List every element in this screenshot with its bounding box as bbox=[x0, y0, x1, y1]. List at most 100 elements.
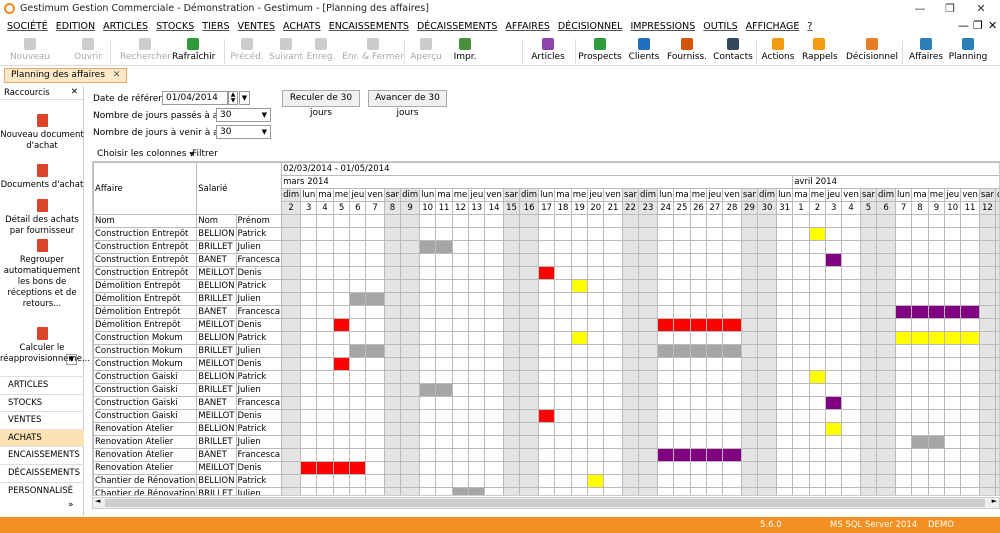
grid-cell[interactable] bbox=[689, 292, 708, 306]
grid-cell[interactable] bbox=[519, 396, 540, 410]
grid-cell[interactable] bbox=[554, 214, 572, 228]
grid-cell[interactable] bbox=[468, 227, 486, 241]
cell-nom[interactable]: BRILLET bbox=[196, 487, 237, 495]
grid-cell[interactable] bbox=[994, 461, 999, 475]
grid-cell[interactable] bbox=[400, 227, 421, 241]
grid-cell[interactable] bbox=[419, 318, 437, 332]
grid-cell[interactable] bbox=[603, 253, 623, 267]
planned-cell[interactable] bbox=[570, 279, 589, 293]
planned-cell[interactable] bbox=[657, 318, 675, 332]
grid-cell[interactable] bbox=[316, 266, 334, 280]
grid-cell[interactable] bbox=[570, 461, 589, 475]
grid-cell[interactable] bbox=[895, 266, 913, 280]
grid-cell[interactable] bbox=[927, 383, 946, 397]
grid-cell[interactable] bbox=[519, 487, 540, 495]
grid-cell[interactable] bbox=[875, 487, 897, 495]
grid-cell[interactable] bbox=[740, 331, 759, 345]
grid-cell[interactable] bbox=[859, 227, 878, 241]
grid-cell[interactable] bbox=[621, 461, 640, 475]
grid-cell[interactable] bbox=[689, 435, 708, 449]
grid-cell[interactable] bbox=[316, 240, 334, 254]
grid-cell[interactable] bbox=[587, 422, 605, 436]
grid-cell[interactable] bbox=[621, 422, 640, 436]
grid-cell[interactable] bbox=[554, 227, 572, 241]
grid-cell[interactable] bbox=[281, 279, 302, 293]
grid-cell[interactable] bbox=[944, 253, 962, 267]
planned-cell[interactable] bbox=[927, 331, 946, 345]
grid-cell[interactable] bbox=[638, 318, 659, 332]
grid-cell[interactable] bbox=[502, 370, 521, 384]
grid-cell[interactable] bbox=[740, 409, 759, 423]
grid-cell[interactable] bbox=[757, 357, 778, 371]
grid-cell[interactable] bbox=[994, 214, 999, 228]
grid-cell[interactable] bbox=[994, 448, 999, 462]
grid-cell[interactable] bbox=[792, 370, 810, 384]
grid-cell[interactable] bbox=[316, 422, 334, 436]
grid-cell[interactable] bbox=[792, 487, 810, 495]
planned-cell[interactable] bbox=[673, 448, 691, 462]
grid-cell[interactable] bbox=[740, 344, 759, 358]
grid-cell[interactable] bbox=[740, 383, 759, 397]
grid-cell[interactable] bbox=[365, 435, 385, 449]
grid-cell[interactable] bbox=[587, 370, 605, 384]
grid-cell[interactable] bbox=[554, 266, 572, 280]
grid-cell[interactable] bbox=[383, 461, 402, 475]
grid-cell[interactable] bbox=[502, 383, 521, 397]
grid-cell[interactable] bbox=[792, 214, 810, 228]
grid-cell[interactable] bbox=[911, 344, 929, 358]
grid-cell[interactable] bbox=[621, 409, 640, 423]
grid-cell[interactable] bbox=[808, 344, 827, 358]
grid-cell[interactable] bbox=[706, 435, 724, 449]
grid-cell[interactable] bbox=[468, 461, 486, 475]
grid-cell[interactable] bbox=[300, 318, 318, 332]
grid-cell[interactable] bbox=[484, 331, 504, 345]
grid-cell[interactable] bbox=[722, 409, 742, 423]
grid-cell[interactable] bbox=[451, 214, 470, 228]
grid-cell[interactable] bbox=[484, 292, 504, 306]
grid-cell[interactable] bbox=[300, 370, 318, 384]
cell-prenom[interactable]: Patrick bbox=[235, 331, 283, 345]
grid-cell[interactable] bbox=[978, 266, 996, 280]
grid-cell[interactable] bbox=[502, 344, 521, 358]
grid-cell[interactable] bbox=[944, 318, 962, 332]
scrollbar-thumb[interactable] bbox=[105, 499, 985, 507]
grid-cell[interactable] bbox=[994, 344, 999, 358]
scroll-right-icon[interactable]: ► bbox=[991, 497, 997, 505]
cell-affaire[interactable]: Construction Mokum bbox=[93, 344, 198, 358]
planned-cell[interactable] bbox=[332, 318, 351, 332]
grid-cell[interactable] bbox=[927, 357, 946, 371]
grid-cell[interactable] bbox=[978, 448, 996, 462]
grid-cell[interactable] bbox=[383, 409, 402, 423]
grid-cell[interactable] bbox=[435, 396, 453, 410]
grid-cell[interactable] bbox=[911, 240, 929, 254]
planned-cell[interactable] bbox=[349, 292, 367, 306]
toolbar-button-17[interactable]: Décisionnel bbox=[846, 36, 898, 66]
grid-cell[interactable] bbox=[722, 357, 742, 371]
grid-cell[interactable] bbox=[419, 214, 437, 228]
cell-prenom[interactable]: Denis bbox=[235, 318, 283, 332]
grid-cell[interactable] bbox=[875, 279, 897, 293]
grid-cell[interactable] bbox=[841, 292, 861, 306]
grid-cell[interactable] bbox=[808, 214, 827, 228]
grid-cell[interactable] bbox=[451, 266, 470, 280]
grid-cell[interactable] bbox=[281, 461, 302, 475]
grid-cell[interactable] bbox=[960, 318, 980, 332]
grid-cell[interactable] bbox=[332, 370, 351, 384]
grid-cell[interactable] bbox=[859, 448, 878, 462]
grid-cell[interactable] bbox=[994, 292, 999, 306]
grid-cell[interactable] bbox=[400, 396, 421, 410]
grid-cell[interactable] bbox=[859, 214, 878, 228]
sidebar-category-personnalisé[interactable]: PERSONNALISÉ bbox=[0, 481, 84, 499]
grid-cell[interactable] bbox=[689, 331, 708, 345]
grid-cell[interactable] bbox=[519, 253, 540, 267]
grid-cell[interactable] bbox=[419, 305, 437, 319]
grid-cell[interactable] bbox=[603, 227, 623, 241]
grid-cell[interactable] bbox=[875, 409, 897, 423]
choose-columns-button[interactable]: Choisir les colonnes ▼ bbox=[97, 149, 194, 159]
planned-cell[interactable] bbox=[451, 487, 470, 495]
grid-cell[interactable] bbox=[740, 461, 759, 475]
grid-cell[interactable] bbox=[587, 279, 605, 293]
grid-cell[interactable] bbox=[927, 318, 946, 332]
grid-cell[interactable] bbox=[706, 409, 724, 423]
toolbar-button-11[interactable]: Prospects bbox=[578, 36, 622, 66]
